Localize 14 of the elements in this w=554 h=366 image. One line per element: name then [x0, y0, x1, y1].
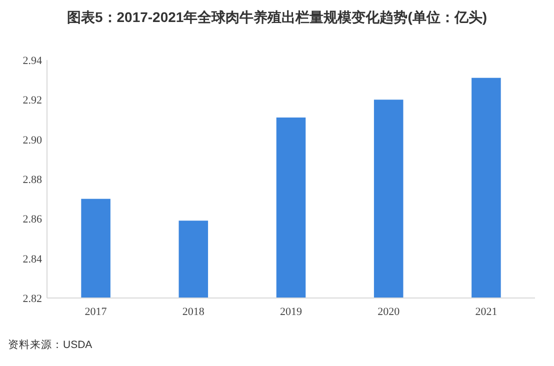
y-tick-label: 2.92	[22, 94, 42, 107]
x-tick-label: 2021	[475, 306, 498, 318]
x-tick-label: 2018	[182, 306, 205, 318]
y-tick-label: 2.90	[22, 134, 42, 146]
y-tick-label: 2.82	[22, 293, 42, 305]
y-tick-label: 2.94	[22, 55, 42, 67]
y-tick-label: 2.86	[22, 214, 42, 226]
x-tick-label: 2020	[378, 306, 400, 318]
y-tick-label: 2.84	[22, 253, 42, 266]
y-tick-label: 2.88	[22, 174, 42, 186]
x-tick-label: 2017	[84, 306, 108, 318]
chart-title: 图表5：2017-2021年全球肉牛养殖出栏量规模变化趋势(单位：亿头)	[66, 9, 488, 25]
text: 资料来源：USDA	[8, 338, 92, 351]
x-tick-label: 2019	[280, 306, 302, 318]
